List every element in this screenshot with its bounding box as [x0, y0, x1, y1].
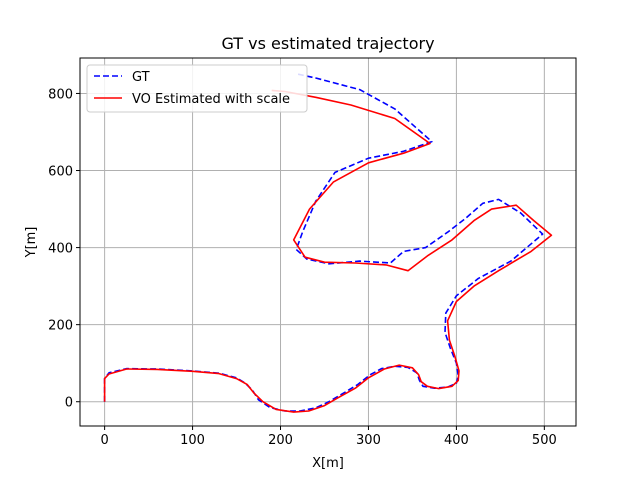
grid — [80, 58, 576, 426]
legend: GT VO Estimated with scale — [86, 64, 308, 113]
x-tick-label: 300 — [356, 433, 381, 448]
x-axis-label: X[m] — [312, 456, 344, 471]
vo-trajectory-line — [103, 89, 553, 413]
series-lines — [103, 73, 553, 413]
legend-gt-label: GT — [132, 70, 150, 85]
y-tick-label: 600 — [48, 165, 73, 180]
x-tick-label: 100 — [180, 433, 205, 448]
y-tick-label: 200 — [48, 319, 73, 334]
legend-box — [86, 64, 308, 113]
y-tick-label: 800 — [48, 87, 73, 102]
y-tick-label: 400 — [48, 242, 73, 257]
y-tick-label: 0 — [65, 396, 73, 411]
x-tick-label: 500 — [532, 433, 557, 448]
chart-title: GT vs estimated trajectory — [221, 34, 434, 53]
x-tick-label: 400 — [444, 433, 469, 448]
x-tick-label: 0 — [100, 433, 108, 448]
plot-frame — [79, 57, 577, 427]
ticks: 0 100 200 300 400 500 0 200 400 600 800 — [48, 87, 557, 448]
x-tick-label: 200 — [268, 433, 293, 448]
legend-vo-label: VO Estimated with scale — [132, 92, 290, 107]
y-axis-label: Y[m] — [24, 227, 39, 259]
